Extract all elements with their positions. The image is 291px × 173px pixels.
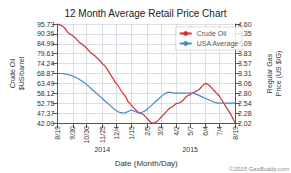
svg-text:2.54: 2.54 xyxy=(238,100,252,107)
svg-text:USA Average: USA Average xyxy=(197,40,239,48)
svg-text:2.80: 2.80 xyxy=(238,90,252,97)
svg-text:1/15: 1/15 xyxy=(128,126,135,140)
svg-text:7/4: 7/4 xyxy=(216,126,223,136)
svg-text:2.28: 2.28 xyxy=(238,110,252,117)
svg-text:Crude Oil: Crude Oil xyxy=(197,30,227,37)
svg-text:68.87: 68.87 xyxy=(37,70,55,77)
svg-text:Date (Month/Day): Date (Month/Day) xyxy=(115,159,178,168)
svg-text:5/7: 5/7 xyxy=(187,126,194,136)
svg-text:6/4: 6/4 xyxy=(202,126,209,136)
svg-text:3.31: 3.31 xyxy=(238,70,252,77)
svg-text:12 Month Average Retail Price: 12 Month Average Retail Price Chart xyxy=(64,8,226,19)
svg-text:8/19: 8/19 xyxy=(54,126,61,140)
svg-text:12/4: 12/4 xyxy=(113,126,120,140)
svg-text:52.75: 52.75 xyxy=(37,100,55,107)
svg-text:4.09: 4.09 xyxy=(238,40,252,48)
svg-text:3.83: 3.83 xyxy=(238,50,252,57)
svg-text:2015: 2015 xyxy=(182,146,198,153)
svg-text:42.00: 42.00 xyxy=(37,120,55,127)
svg-text:58.12: 58.12 xyxy=(37,90,55,97)
svg-text:©2015 GasBuddy.com: ©2015 GasBuddy.com xyxy=(229,166,289,172)
svg-text:9/30: 9/30 xyxy=(69,126,76,140)
svg-text:3.57: 3.57 xyxy=(238,60,252,67)
svg-text:2014: 2014 xyxy=(94,146,110,153)
svg-text:3.06: 3.06 xyxy=(238,80,252,87)
svg-text:47.37: 47.37 xyxy=(37,110,55,117)
svg-text:2/5: 2/5 xyxy=(144,126,151,136)
svg-text:63.49: 63.49 xyxy=(37,80,55,87)
svg-text:84.99: 84.99 xyxy=(37,40,55,47)
svg-text:11/25: 11/25 xyxy=(99,126,106,143)
svg-text:$US/barrel: $US/barrel xyxy=(18,56,25,90)
svg-text:10/30: 10/30 xyxy=(83,126,90,144)
svg-text:74.24: 74.24 xyxy=(37,60,55,67)
svg-text:2.02: 2.02 xyxy=(238,120,252,127)
svg-text:4.60: 4.60 xyxy=(238,21,252,28)
svg-text:Regular Gas: Regular Gas xyxy=(266,53,274,93)
svg-text:4/2: 4/2 xyxy=(173,126,180,136)
svg-text:Crude Oil: Crude Oil xyxy=(9,58,16,88)
svg-text:90.36: 90.36 xyxy=(37,30,55,37)
svg-text:Price (US $/G): Price (US $/G) xyxy=(275,51,283,97)
svg-text:4.35: 4.35 xyxy=(238,30,252,38)
svg-text:95.73: 95.73 xyxy=(37,21,55,28)
svg-text:3/3: 3/3 xyxy=(157,126,164,136)
svg-text:79.61: 79.61 xyxy=(37,50,55,57)
svg-text:8/19: 8/19 xyxy=(232,126,239,140)
